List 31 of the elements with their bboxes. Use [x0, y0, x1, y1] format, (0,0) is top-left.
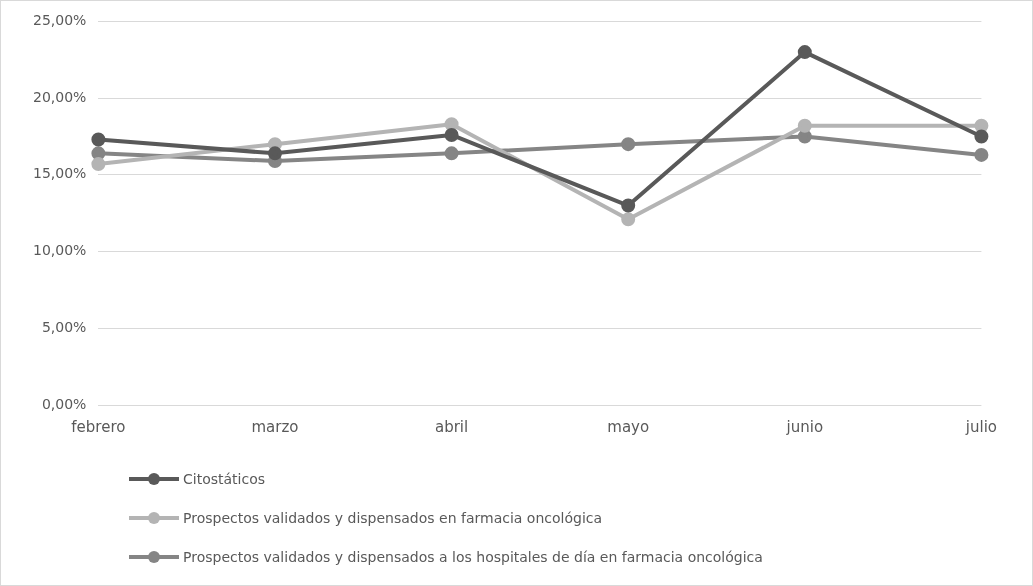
- point: [621, 198, 636, 213]
- y-tick-label: 0,00%: [41, 395, 87, 412]
- x-tick-label: mayo: [607, 417, 650, 436]
- point: [444, 146, 459, 161]
- point: [444, 117, 459, 132]
- x-tick-label: febrero: [71, 417, 126, 436]
- point: [267, 146, 282, 161]
- y-tick-label: 20,00%: [32, 88, 87, 105]
- y-tick-label: 5,00%: [41, 318, 87, 335]
- point: [797, 45, 812, 60]
- point: [621, 212, 636, 227]
- point: [91, 157, 106, 172]
- legend-label: Citostáticos: [183, 470, 266, 487]
- legend-label: Prospectos validados y dispensados en farmacia oncológica: [183, 509, 603, 526]
- x-tick-label: junio: [785, 417, 824, 436]
- point: [621, 137, 636, 152]
- y-tick-label: 25,00%: [32, 12, 87, 29]
- y-tick-label: 15,00%: [32, 165, 87, 182]
- point: [797, 129, 812, 144]
- point: [974, 147, 989, 162]
- x-tick-label: marzo: [251, 417, 299, 436]
- point: [974, 129, 989, 144]
- x-tick-label: julio: [964, 417, 997, 436]
- point: [797, 118, 812, 133]
- point: [444, 127, 459, 142]
- point: [91, 146, 106, 161]
- point: [91, 132, 106, 147]
- legend-label: Prospectos validados y dispensados a los hospitales de día en farmacia oncológica: [183, 548, 763, 565]
- point: [974, 118, 989, 133]
- y-tick-label: 10,00%: [32, 242, 87, 259]
- x-tick-label: abril: [434, 417, 469, 436]
